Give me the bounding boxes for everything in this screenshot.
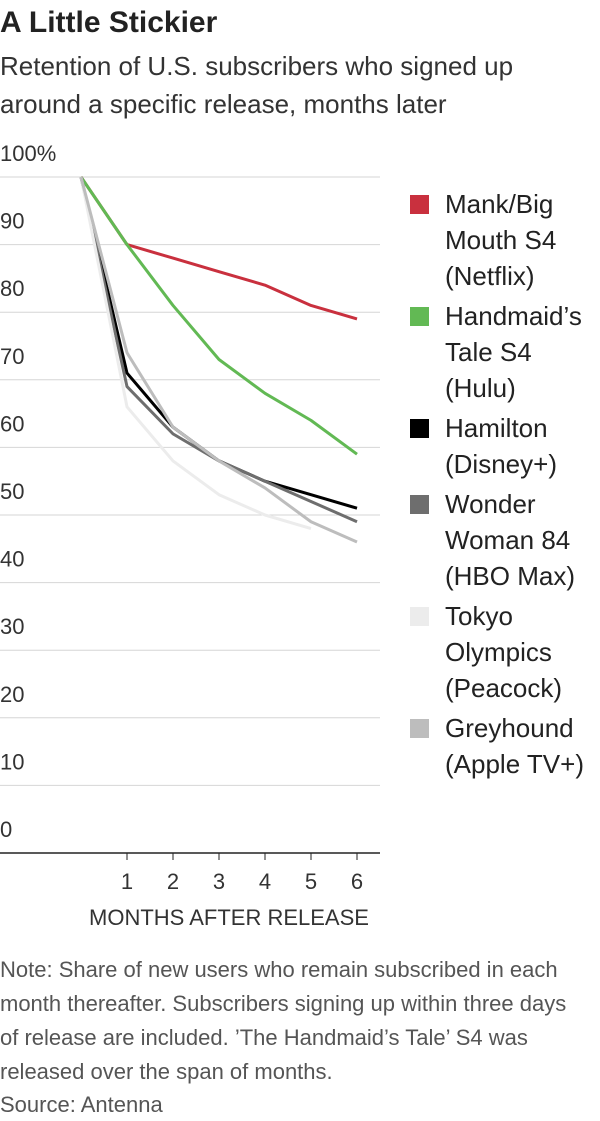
legend: Mank/Big Mouth S4 (Netflix) Handmaid’s Ta… <box>410 186 595 782</box>
x-tick-label: 3 <box>213 869 225 894</box>
x-tick-label: 4 <box>259 869 271 894</box>
legend-label: Tokyo Olympics (Peacock) <box>445 601 563 703</box>
legend-label: Wonder Woman 84 (HBO Max) <box>445 489 575 591</box>
legend-label: Handmaid’s Tale S4 (Hulu) <box>445 301 582 403</box>
chart-title: A Little Stickier <box>0 6 218 39</box>
source: Source: Antenna <box>0 1092 163 1117</box>
y-tick-label: 50 <box>0 479 24 504</box>
y-tick-label: 20 <box>0 682 24 707</box>
chart-subtitle: Retention of U.S. subscribers who signed… <box>0 51 514 119</box>
note: Note: Share of new users who remain subs… <box>0 957 567 1084</box>
y-tick-label: 0 <box>0 817 12 842</box>
legend-swatch <box>410 495 429 514</box>
series-line <box>79 176 358 544</box>
x-tick-label: 2 <box>167 869 179 894</box>
legend-swatch <box>410 195 429 214</box>
series-line <box>79 176 312 530</box>
legend-label: Mank/Big Mouth S4 (Netflix) <box>445 189 557 291</box>
legend-label: Hamilton (Disney+) <box>445 413 557 479</box>
y-tick-label: 30 <box>0 614 24 639</box>
legend-label: Greyhound (Apple TV+) <box>445 713 584 779</box>
x-tick-label: 6 <box>351 869 363 894</box>
legend-swatch <box>410 307 429 326</box>
legend-swatch <box>410 607 429 626</box>
y-tick-label: 10 <box>0 749 24 774</box>
series-line <box>79 176 358 321</box>
x-tick-label: 5 <box>305 869 317 894</box>
y-tick-label: 60 <box>0 411 24 436</box>
y-tick-label: 80 <box>0 276 24 301</box>
series-line <box>79 176 358 456</box>
y-tick-label: 100% <box>0 141 56 166</box>
y-tick-label: 40 <box>0 547 24 572</box>
y-tick-label: 70 <box>0 344 24 369</box>
legend-item: Greyhound (Apple TV+) <box>410 710 595 782</box>
legend-swatch <box>410 419 429 438</box>
y-tick-label: 90 <box>0 209 24 234</box>
series-line <box>79 176 358 510</box>
legend-item: Handmaid’s Tale S4 (Hulu) <box>410 298 595 406</box>
legend-item: Tokyo Olympics (Peacock) <box>410 598 595 706</box>
legend-swatch <box>410 719 429 738</box>
legend-item: Mank/Big Mouth S4 (Netflix) <box>410 186 595 294</box>
legend-item: Wonder Woman 84 (HBO Max) <box>410 486 595 594</box>
legend-item: Hamilton (Disney+) <box>410 410 595 482</box>
x-axis-label: MONTHS AFTER RELEASE <box>89 905 369 930</box>
x-tick-label: 1 <box>121 869 133 894</box>
